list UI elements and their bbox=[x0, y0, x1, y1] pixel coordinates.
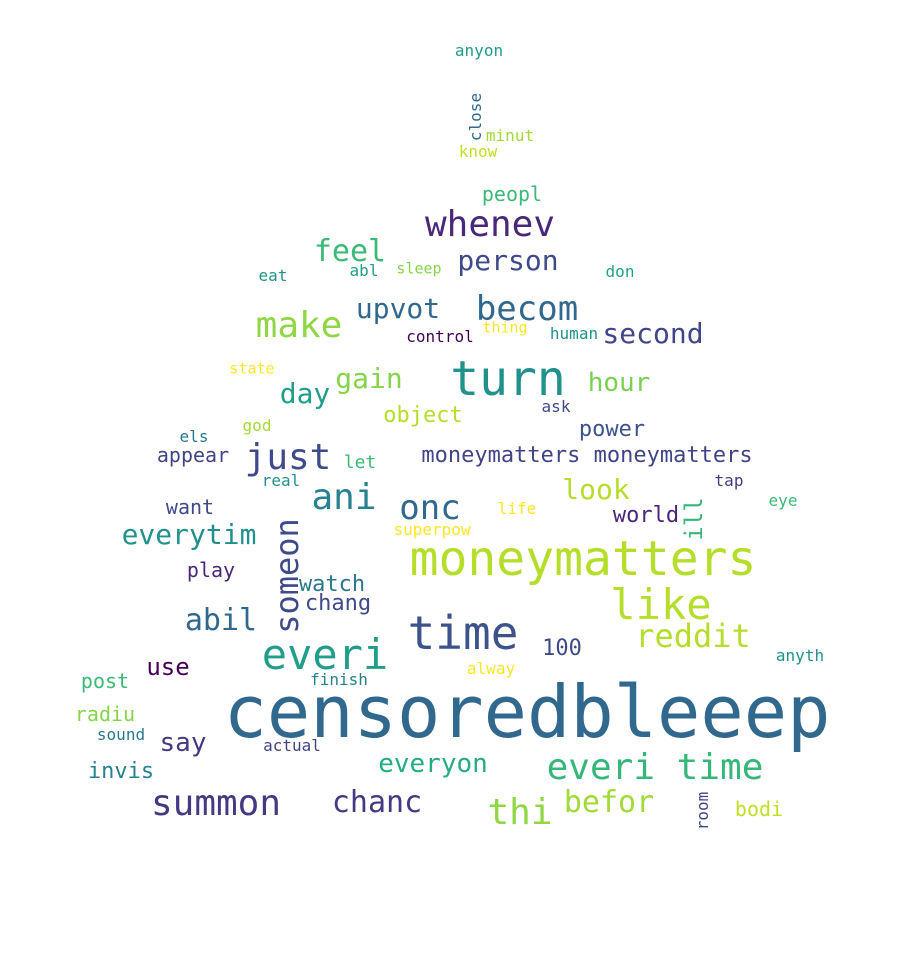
word-hour: hour bbox=[587, 368, 651, 398]
word-state: state bbox=[229, 359, 275, 378]
word-just: just bbox=[244, 437, 332, 478]
word-chang: chang bbox=[304, 591, 372, 616]
word-ani: ani bbox=[311, 477, 377, 518]
word-time: time bbox=[407, 606, 519, 660]
word-radiu: radiu bbox=[74, 702, 136, 726]
word-moneymatters-moneymatters: moneymatters moneymatters bbox=[421, 443, 753, 468]
word-like: like bbox=[610, 580, 712, 629]
word-everi: everi bbox=[261, 630, 389, 679]
word-minut: minut bbox=[485, 126, 535, 145]
word-superpow: superpow bbox=[393, 520, 471, 539]
word-anyth: anyth bbox=[775, 646, 825, 665]
word-thing: thing bbox=[482, 318, 528, 337]
word-moneymatters: moneymatters bbox=[409, 531, 757, 587]
word-day: day bbox=[279, 377, 331, 410]
word-feel: feel bbox=[313, 234, 387, 269]
word-don: don bbox=[605, 262, 635, 281]
word-control: control bbox=[406, 327, 474, 346]
word-life: life bbox=[497, 499, 537, 518]
word-turn: turn bbox=[450, 351, 566, 407]
word-reddit: reddit bbox=[635, 617, 751, 655]
word-upvot: upvot bbox=[355, 292, 441, 325]
word-real: real bbox=[261, 471, 301, 490]
word-appear: appear bbox=[156, 443, 230, 467]
word-power: power bbox=[578, 417, 646, 442]
word-ask: ask bbox=[541, 397, 571, 416]
word-post: post bbox=[80, 669, 130, 693]
word-whenev: whenev bbox=[424, 204, 556, 245]
word-close: close bbox=[466, 92, 485, 142]
word-play: play bbox=[186, 558, 236, 582]
word-eye: eye bbox=[768, 491, 798, 510]
word-god: god bbox=[242, 416, 272, 435]
word-second: second bbox=[602, 317, 704, 350]
word-befor: befor bbox=[563, 785, 655, 820]
word-object: object bbox=[383, 403, 463, 428]
word-watch: watch bbox=[298, 572, 366, 597]
word-want: want bbox=[165, 495, 215, 519]
word-eat: eat bbox=[258, 266, 288, 285]
word-make: make bbox=[255, 305, 343, 346]
word-look: look bbox=[562, 473, 630, 506]
word-ill: ill bbox=[680, 497, 708, 541]
word-finish: finish bbox=[310, 670, 368, 689]
word-say: say bbox=[159, 728, 207, 758]
word-peopl: peopl bbox=[481, 182, 543, 206]
word-sound: sound bbox=[96, 725, 146, 744]
word-tap: tap bbox=[714, 471, 744, 490]
word-everyon: everyon bbox=[378, 749, 488, 779]
word-sleep: sleep bbox=[396, 259, 442, 278]
word-person: person bbox=[457, 244, 559, 277]
word-summon: summon bbox=[150, 783, 282, 824]
word-abl: abl bbox=[349, 261, 379, 280]
word-human: human bbox=[549, 324, 599, 343]
word-let: let bbox=[343, 452, 377, 473]
word-gain: gain bbox=[335, 362, 403, 395]
word-100: 100 bbox=[542, 636, 582, 661]
word-becom: becom bbox=[475, 289, 579, 329]
word-onc: onc bbox=[399, 488, 461, 528]
word-alway: alway bbox=[466, 659, 516, 678]
word-invis: invis bbox=[87, 759, 155, 784]
word-room: room bbox=[693, 791, 712, 831]
word-use: use bbox=[146, 653, 190, 681]
word-censoredbleeep: censoredbleeep bbox=[223, 670, 831, 754]
word-bodi: bodi bbox=[734, 797, 784, 821]
word-world: world bbox=[612, 503, 680, 528]
word-chanc: chanc bbox=[331, 785, 423, 820]
word-know: know bbox=[458, 142, 498, 161]
word-els: els bbox=[179, 427, 209, 446]
word-everi-time: everi time bbox=[546, 747, 764, 788]
word-thi: thi bbox=[487, 792, 553, 833]
word-anyon: anyon bbox=[454, 41, 504, 60]
word-abil: abil bbox=[184, 603, 258, 638]
word-everytim: everytim bbox=[121, 518, 257, 551]
word-actual: actual bbox=[263, 736, 321, 755]
